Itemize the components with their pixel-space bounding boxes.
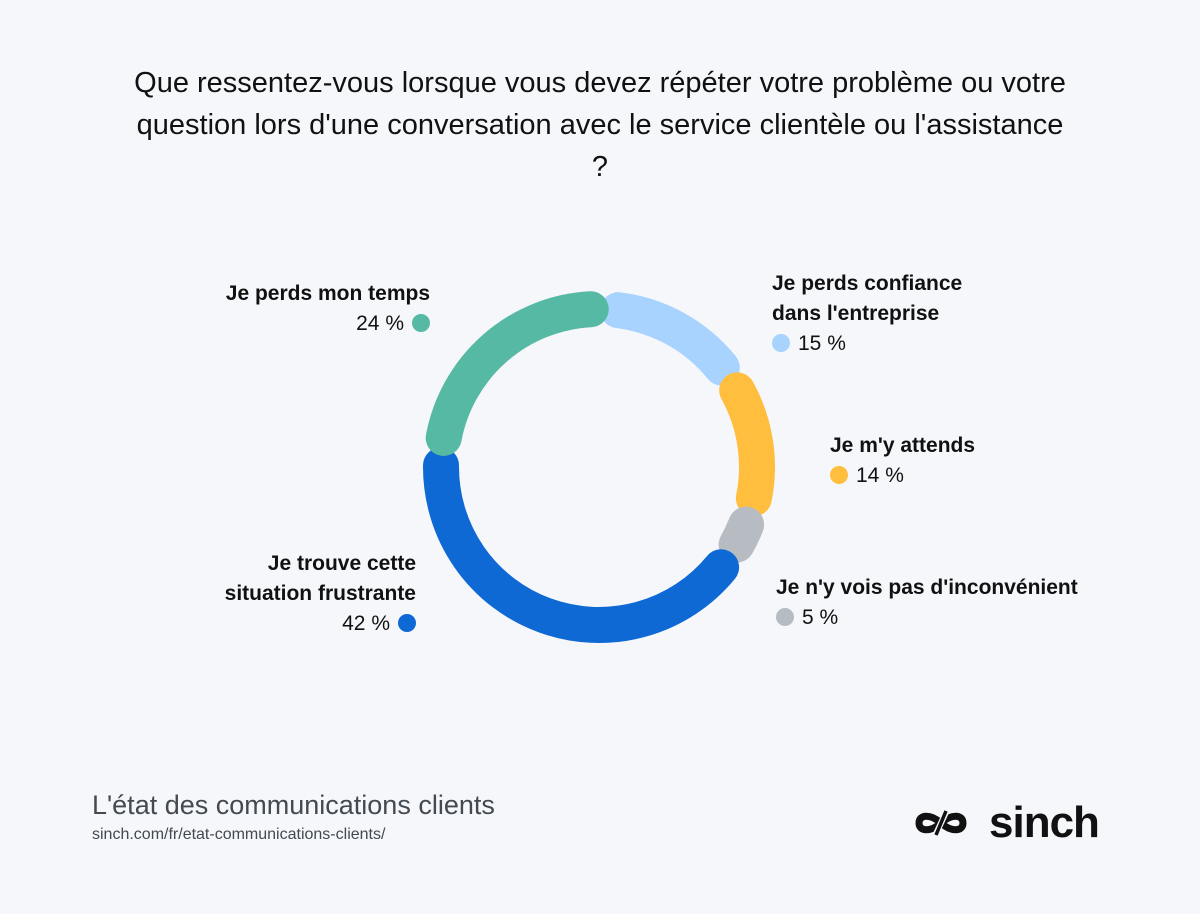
slice-perds-confiance (600, 292, 740, 386)
sinch-logo: sinch (905, 798, 1100, 848)
label-situation-frustrante: Je trouve cette situation frustrante 42 … (186, 549, 416, 639)
chart-title: Que ressentez-vous lorsque vous devez ré… (134, 67, 1066, 183)
legend-dot (398, 614, 416, 632)
slice-value: 14 % (856, 464, 904, 487)
footer-title: L'état des communications clients (92, 790, 495, 820)
slice-m-y-attends (719, 372, 775, 517)
slice-value: 24 % (356, 312, 404, 335)
slice-value: 42 % (342, 612, 390, 635)
label-perds-temps: Je perds mon temps 24 % (226, 279, 430, 339)
legend-dot (772, 334, 790, 352)
logo-text: sinch (989, 798, 1100, 847)
slice-pas-inconvenient (718, 506, 765, 563)
slice-label: Je trouve cette situation frustrante (224, 552, 416, 605)
label-perds-confiance: Je perds confiance dans l'entreprise 15 … (772, 269, 1012, 359)
slice-label: Je n'y vois pas d'inconvénient (776, 576, 1078, 599)
slice-label: Je perds confiance dans l'entreprise (772, 272, 963, 325)
slice-value: 5 % (802, 606, 839, 629)
slice-label: Je m'y attends (830, 434, 976, 457)
slice-situation-frustrante (423, 447, 740, 643)
slice-value: 15 % (798, 332, 846, 355)
legend-dot (776, 608, 794, 626)
label-pas-inconvenient: Je n'y vois pas d'inconvénient 5 % (776, 573, 1078, 633)
slice-label: Je perds mon temps (225, 282, 430, 305)
legend-dot (412, 314, 430, 332)
label-m-y-attends: Je m'y attends 14 % (830, 431, 975, 491)
footer-url[interactable]: sinch.com/fr/etat-communications-clients… (92, 826, 386, 843)
slice-perds-temps (425, 291, 609, 456)
legend-dot (830, 466, 848, 484)
sinch-infinity-icon (915, 808, 967, 838)
